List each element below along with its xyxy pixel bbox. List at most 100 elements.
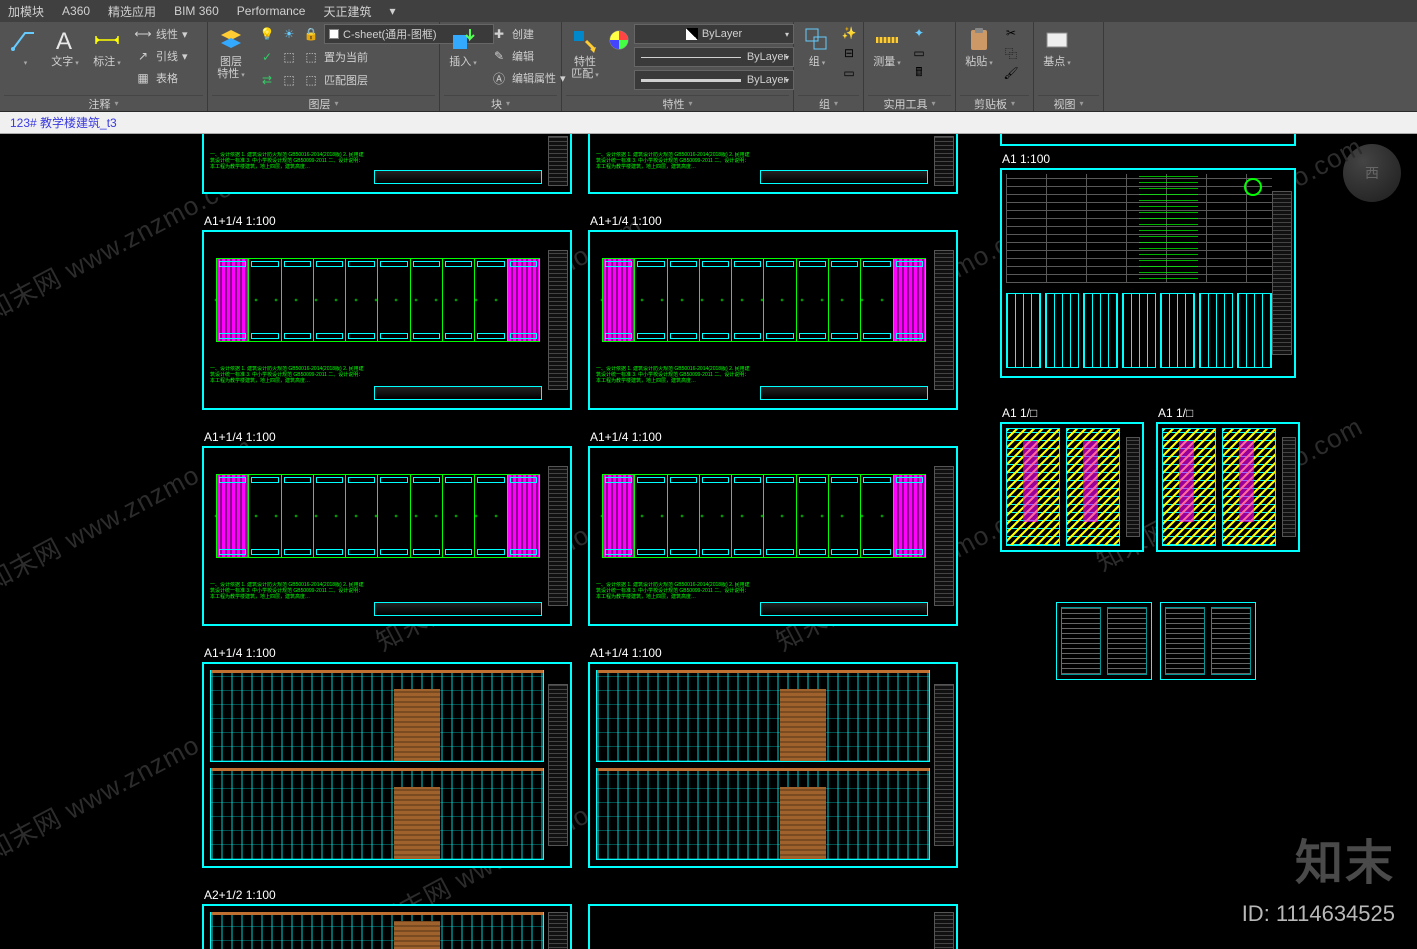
point-icon[interactable]: ✦ (910, 24, 928, 42)
table-icon: ▦ (134, 69, 152, 87)
notes-text: 一、设计依据 1. 建筑设计防火规范 GB50016-2014(2018版) 2… (210, 152, 364, 190)
drawing-sheet: A1+1/4 1:100 一、设计依据 1. 建筑设计防火规范 GB50016-… (202, 230, 572, 410)
base-view-button[interactable]: 基点 (1038, 24, 1076, 72)
attr-icon: Ⓐ (490, 69, 508, 87)
title-block (1126, 437, 1140, 538)
layer-properties-button[interactable]: 图层 特性 (212, 24, 250, 84)
multileader-icon (9, 26, 37, 54)
menu-item[interactable]: Performance (237, 4, 306, 18)
drawing-sheet (1000, 134, 1296, 146)
notes-text: 一、设计依据 1. 建筑设计防火规范 GB50016-2014(2018版) 2… (596, 582, 750, 620)
title-block (934, 250, 954, 391)
drawing-sheet: A1+1/4 1:100 一、设计依据 1. 建筑设计防火规范 GB50016-… (588, 230, 958, 410)
ungroup-icon[interactable]: ⊟ (840, 44, 858, 62)
dimension-button[interactable]: 标注 (88, 24, 126, 72)
edit-attr-button[interactable]: Ⓐ编辑属性 ▾ (486, 68, 570, 88)
group-icon (803, 26, 831, 54)
base-icon (1043, 26, 1071, 54)
brush-icon[interactable]: 🖌 (1002, 64, 1020, 82)
match-properties-button[interactable]: 特性 匹配 (566, 24, 604, 84)
lock-icon: 🔒 (302, 25, 320, 43)
layer-current-icon: ✓ (258, 48, 276, 66)
title-block (1282, 437, 1296, 538)
floor-plan (212, 240, 544, 360)
text-button[interactable]: A 文字 (46, 24, 84, 72)
paste-button[interactable]: 粘贴 (960, 24, 998, 72)
lineweight-dropdown[interactable]: ByLayer (634, 47, 794, 67)
edit-block-button[interactable]: ✎编辑 (486, 46, 570, 66)
floor-plan (598, 456, 930, 576)
edit-icon: ✎ (490, 47, 508, 65)
panel-title: 特性 (566, 95, 789, 111)
panel-group: 组 ✨ ⊟ ▭ 组 (794, 22, 864, 111)
panel-title: 图层 (212, 95, 435, 111)
cut-icon[interactable]: ✂ (1002, 24, 1020, 42)
drawing-sheet (1056, 602, 1152, 680)
file-tab-bar: 123# 教学楼建筑_t3 (0, 112, 1417, 134)
drawing-sheet (1160, 602, 1256, 680)
file-tab[interactable]: 123# 教学楼建筑_t3 (0, 112, 127, 133)
table-button[interactable]: ▦表格 (130, 68, 192, 88)
linear-dim-button[interactable]: ⟷线性 ▾ (130, 24, 192, 44)
drawing-sheet (588, 904, 958, 949)
color-wheel-icon (605, 26, 633, 54)
floor-plan (212, 456, 544, 576)
measure-button[interactable]: 测量 (868, 24, 906, 72)
elevation-drawing (210, 912, 544, 949)
panel-title: 组 (798, 95, 859, 111)
text-icon: A (51, 26, 79, 54)
section-strip (374, 386, 542, 400)
panel-clipboard: 粘贴 ✂ ⿻ 🖌 剪贴板 (956, 22, 1034, 111)
select-icon[interactable]: ▭ (910, 44, 928, 62)
create-block-button[interactable]: ✚创建 (486, 24, 570, 44)
sheet-label: A1 1:100 (1002, 152, 1050, 166)
sheet-label: A2+1/2 1:100 (204, 888, 276, 902)
bulb-icon: 💡 (258, 25, 276, 43)
panel-annotate: A 文字 标注 ⟷线性 ▾ ↗引线 ▾ ▦表格 注释 (0, 22, 208, 111)
panel-block: 插入 ✚创建 ✎编辑 Ⓐ编辑属性 ▾ 块 (440, 22, 562, 111)
watermark-logo: 知末 (1295, 823, 1395, 893)
measure-icon (873, 26, 901, 54)
menu-item[interactable]: BIM 360 (174, 4, 219, 18)
elevation-drawing (596, 670, 930, 860)
color-picker-button[interactable] (608, 24, 630, 56)
drawing-sheet: A1+1/4 1:100 (588, 662, 958, 868)
section-strip (760, 170, 928, 184)
linetype-dropdown[interactable]: ByLayer (634, 70, 794, 90)
title-block (934, 912, 954, 949)
panel-title: 实用工具 (868, 95, 951, 111)
menu-item[interactable]: A360 (62, 4, 90, 18)
multileader-button[interactable] (4, 24, 42, 72)
group-button[interactable]: 组 (798, 24, 836, 72)
menu-expand-icon[interactable]: ▾ (389, 4, 395, 18)
panel-properties: 特性 匹配 ByLayer ByLayer ByLayer 特性 (562, 22, 794, 111)
drawing-canvas[interactable]: 西 知末网 www.znzmo.com 知末网 www.znzmo.com 知末… (0, 134, 1417, 949)
copy-icon[interactable]: ⿻ (1002, 44, 1020, 62)
sheet-label: A1+1/4 1:100 (590, 214, 662, 228)
insert-block-button[interactable]: 插入 (444, 24, 482, 72)
sheet-label: A1+1/4 1:100 (590, 646, 662, 660)
drawing-sheet: 一、设计依据 1. 建筑设计防火规范 GB50016-2014(2018版) 2… (202, 134, 572, 194)
group-bbox-icon[interactable]: ▭ (840, 64, 858, 82)
panel-utilities: 测量 ✦ ▭ 🖩 实用工具 (864, 22, 956, 111)
sheet-label: A1+1/4 1:100 (204, 430, 276, 444)
svg-text:A: A (56, 28, 72, 53)
color-dropdown[interactable]: ByLayer (634, 24, 794, 44)
create-icon: ✚ (490, 25, 508, 43)
sheet-label: A1+1/4 1:100 (204, 214, 276, 228)
floor-plan (598, 240, 930, 360)
group-edit-icon[interactable]: ✨ (840, 24, 858, 42)
schedule-detail (1165, 607, 1251, 675)
menu-item[interactable]: 天正建筑 (323, 3, 371, 20)
menu-item[interactable]: 精选应用 (108, 3, 156, 20)
menu-item[interactable]: 加模块 (8, 3, 44, 20)
section-strip (760, 386, 928, 400)
drawing-sheet: 一、设计依据 1. 建筑设计防火规范 GB50016-2014(2018版) 2… (588, 134, 958, 194)
stair-detail (1162, 428, 1276, 546)
quickcalc-icon[interactable]: 🖩 (910, 64, 928, 82)
sun-icon: ☀ (280, 25, 298, 43)
view-cube[interactable]: 西 (1343, 144, 1401, 202)
leader-button[interactable]: ↗引线 ▾ (130, 46, 192, 66)
title-block (548, 466, 568, 607)
panel-view: 基点 视图 (1034, 22, 1104, 111)
